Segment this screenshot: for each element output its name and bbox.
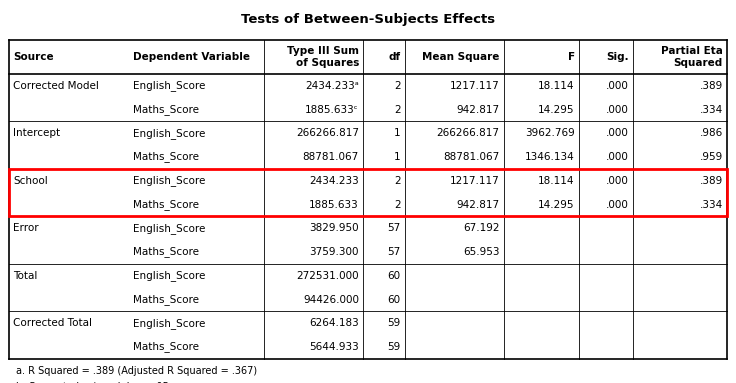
Text: 59: 59 — [387, 318, 400, 328]
Text: 2: 2 — [394, 81, 400, 91]
Text: 59: 59 — [387, 342, 400, 352]
Text: Mean Square: Mean Square — [422, 52, 500, 62]
Text: F: F — [567, 52, 575, 62]
Text: 1346.134: 1346.134 — [525, 152, 575, 162]
Text: 94426.000: 94426.000 — [303, 295, 359, 304]
Text: English_Score: English_Score — [133, 175, 205, 186]
Text: 1217.117: 1217.117 — [450, 81, 500, 91]
Text: .389: .389 — [699, 176, 723, 186]
Text: Tests of Between-Subjects Effects: Tests of Between-Subjects Effects — [241, 13, 495, 26]
Text: 60: 60 — [387, 271, 400, 281]
Text: 3759.300: 3759.300 — [309, 247, 359, 257]
Text: .000: .000 — [606, 81, 629, 91]
Text: 1: 1 — [394, 152, 400, 162]
Text: .000: .000 — [606, 128, 629, 138]
Text: 1885.633ᶜ: 1885.633ᶜ — [305, 105, 359, 115]
Text: 5644.933: 5644.933 — [309, 342, 359, 352]
Text: English_Score: English_Score — [133, 80, 205, 91]
Text: 942.817: 942.817 — [456, 105, 500, 115]
Text: df: df — [389, 52, 400, 62]
Text: .000: .000 — [606, 105, 629, 115]
Text: 14.295: 14.295 — [538, 105, 575, 115]
Text: Sig.: Sig. — [606, 52, 629, 62]
Text: Maths_Score: Maths_Score — [133, 199, 199, 210]
Text: 2: 2 — [394, 200, 400, 210]
Text: .986: .986 — [699, 128, 723, 138]
Text: .389: .389 — [699, 81, 723, 91]
Text: 2434.233: 2434.233 — [309, 176, 359, 186]
Text: .000: .000 — [606, 176, 629, 186]
Text: English_Score: English_Score — [133, 128, 205, 139]
Text: Maths_Score: Maths_Score — [133, 247, 199, 257]
Text: Corrected Model: Corrected Model — [13, 81, 99, 91]
Text: 67.192: 67.192 — [463, 223, 500, 233]
Text: 266266.817: 266266.817 — [436, 128, 500, 138]
Text: .000: .000 — [606, 200, 629, 210]
Text: 88781.067: 88781.067 — [302, 152, 359, 162]
Text: Partial Eta
Squared: Partial Eta Squared — [661, 46, 723, 68]
Text: 2: 2 — [394, 105, 400, 115]
Text: English_Score: English_Score — [133, 270, 205, 281]
Text: 3962.769: 3962.769 — [525, 128, 575, 138]
Text: English_Score: English_Score — [133, 223, 205, 234]
Text: .000: .000 — [606, 152, 629, 162]
Text: 3829.950: 3829.950 — [309, 223, 359, 233]
Text: 65.953: 65.953 — [463, 247, 500, 257]
Text: .334: .334 — [699, 200, 723, 210]
Text: Corrected Total: Corrected Total — [13, 318, 92, 328]
Text: Error: Error — [13, 223, 39, 233]
Text: Maths_Score: Maths_Score — [133, 104, 199, 115]
Text: 2: 2 — [394, 176, 400, 186]
Text: .334: .334 — [699, 105, 723, 115]
Text: Maths_Score: Maths_Score — [133, 342, 199, 352]
Text: 1217.117: 1217.117 — [450, 176, 500, 186]
Text: b. Computed using alpha = .05: b. Computed using alpha = .05 — [16, 382, 169, 383]
Text: Intercept: Intercept — [13, 128, 60, 138]
Text: School: School — [13, 176, 48, 186]
Text: 88781.067: 88781.067 — [443, 152, 500, 162]
Text: Maths_Score: Maths_Score — [133, 294, 199, 305]
Text: Source: Source — [13, 52, 54, 62]
Text: 1: 1 — [394, 128, 400, 138]
Text: 57: 57 — [387, 247, 400, 257]
Text: 14.295: 14.295 — [538, 200, 575, 210]
Bar — [9, 169, 727, 216]
Text: Maths_Score: Maths_Score — [133, 152, 199, 162]
Bar — [9, 40, 727, 359]
Text: English_Score: English_Score — [133, 318, 205, 329]
Text: Dependent Variable: Dependent Variable — [133, 52, 250, 62]
Text: .959: .959 — [699, 152, 723, 162]
Text: 6264.183: 6264.183 — [309, 318, 359, 328]
Text: 57: 57 — [387, 223, 400, 233]
Text: a. R Squared = .389 (Adjusted R Squared = .367): a. R Squared = .389 (Adjusted R Squared … — [16, 366, 258, 376]
Text: 1885.633: 1885.633 — [309, 200, 359, 210]
Text: Type III Sum
of Squares: Type III Sum of Squares — [287, 46, 359, 68]
Text: 2434.233ᵃ: 2434.233ᵃ — [305, 81, 359, 91]
Text: 60: 60 — [387, 295, 400, 304]
Text: 18.114: 18.114 — [538, 81, 575, 91]
Text: 266266.817: 266266.817 — [296, 128, 359, 138]
Text: 18.114: 18.114 — [538, 176, 575, 186]
Text: 942.817: 942.817 — [456, 200, 500, 210]
Text: Total: Total — [13, 271, 38, 281]
Text: 272531.000: 272531.000 — [297, 271, 359, 281]
